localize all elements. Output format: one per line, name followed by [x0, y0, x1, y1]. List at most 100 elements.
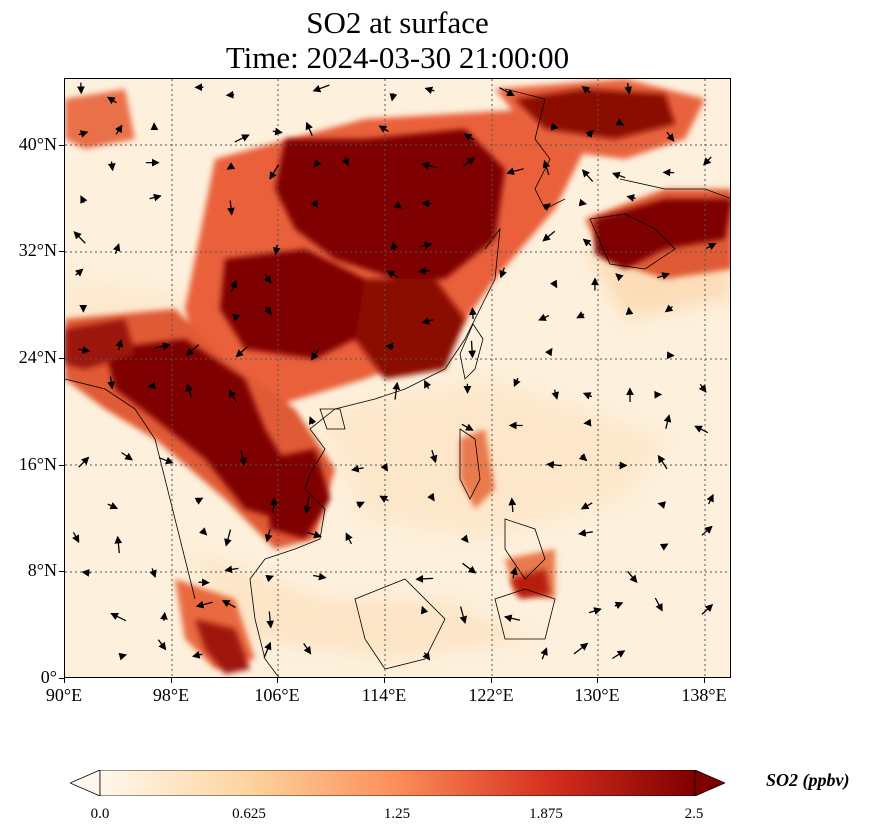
- wind-arrow: [313, 572, 327, 581]
- wind-arrow: [191, 651, 203, 659]
- wind-arrow: [264, 528, 273, 543]
- x-tickmark: [704, 678, 705, 683]
- x-tickmark: [384, 678, 385, 683]
- wind-arrow: [461, 423, 474, 431]
- wind-arrow: [418, 241, 433, 250]
- colorbar-gradient: [99, 770, 696, 796]
- wind-arrow: [266, 611, 275, 629]
- wind-arrow: [540, 647, 548, 660]
- wind-arrow: [415, 574, 434, 583]
- so2-map-panel: [64, 78, 731, 678]
- wind-arrow: [380, 462, 388, 472]
- colorbar-tick-label: 0.625: [232, 806, 266, 822]
- wind-arrow: [225, 90, 235, 99]
- y-tickmark: [59, 678, 64, 679]
- x-tickmark: [277, 678, 278, 683]
- wind-arrow: [306, 530, 322, 539]
- wind-arrow: [107, 376, 116, 390]
- wind-arrow: [110, 612, 127, 622]
- wind-arrow: [198, 578, 210, 587]
- wind-arrow: [654, 597, 663, 612]
- colorbar: [70, 770, 725, 796]
- x-tick-label: 122°E: [468, 685, 514, 705]
- wind-arrow: [263, 641, 272, 658]
- wind-arrow: [121, 451, 133, 461]
- wind-arrow: [582, 238, 592, 247]
- wind-arrow: [341, 156, 350, 167]
- wind-arrow: [78, 456, 90, 468]
- wind-arrow: [310, 199, 318, 208]
- x-tick-label: 114°E: [361, 685, 407, 705]
- wind-arrow: [694, 425, 709, 434]
- y-tick-label: 32°N: [18, 240, 57, 260]
- wind-arrow: [424, 379, 432, 389]
- y-tickmark: [59, 145, 64, 146]
- wind-arrow: [81, 569, 91, 577]
- wind-arrow: [384, 342, 395, 351]
- so2-field-map: [65, 79, 730, 677]
- wind-arrow: [73, 231, 86, 244]
- wind-arrow: [310, 348, 320, 361]
- wind-arrow: [112, 243, 121, 255]
- wind-arrow: [546, 460, 562, 469]
- wind-arrow: [392, 381, 401, 400]
- wind-arrow: [115, 339, 124, 351]
- x-tickmark: [171, 678, 172, 683]
- wind-arrow: [666, 131, 675, 142]
- high-concentration-layer: [65, 89, 730, 674]
- wind-arrow: [544, 347, 553, 357]
- wind-arrow: [386, 270, 399, 279]
- wind-arrow: [345, 532, 353, 545]
- wind-arrow: [160, 611, 168, 621]
- wind-arrow: [625, 306, 634, 316]
- wind-arrow: [581, 169, 594, 182]
- wind-arrow: [185, 383, 194, 398]
- wind-arrow: [421, 161, 438, 170]
- wind-arrow: [75, 268, 84, 277]
- wind-arrow: [265, 574, 275, 583]
- x-tickmark: [64, 678, 65, 683]
- colorbar-tick-label: 1.875: [529, 806, 563, 822]
- wind-arrow: [542, 159, 551, 176]
- wind-arrow: [351, 464, 364, 473]
- wind-arrow: [235, 346, 248, 358]
- wind-arrow: [269, 164, 280, 180]
- wind-arrow: [72, 531, 80, 544]
- wind-arrow: [550, 122, 559, 131]
- wind-arrow: [313, 159, 322, 168]
- wind-arrow: [705, 243, 717, 251]
- wind-arrow: [657, 501, 666, 509]
- wind-arrow: [510, 566, 518, 579]
- wind-arrow: [499, 87, 515, 97]
- wind-arrow: [506, 167, 524, 176]
- wind-arrow: [703, 156, 712, 166]
- wind-arrow: [272, 244, 281, 256]
- wind-arrow: [656, 272, 670, 280]
- wind-arrow: [583, 418, 592, 427]
- wind-arrow: [308, 416, 317, 425]
- wind-arrow: [378, 125, 389, 133]
- x-tick-label: 106°E: [254, 685, 300, 705]
- wind-vectors: [72, 82, 717, 661]
- wind-arrow: [627, 570, 638, 584]
- wind-arrow: [585, 129, 594, 139]
- wind-arrow: [269, 497, 278, 514]
- wind-arrow: [657, 454, 668, 470]
- wind-arrow: [701, 525, 713, 536]
- wind-arrow: [107, 502, 119, 510]
- x-tickmark: [597, 678, 598, 683]
- wind-arrow: [149, 568, 157, 579]
- wind-arrow: [356, 501, 365, 509]
- wind-arrow: [578, 453, 588, 462]
- wind-arrow: [390, 241, 399, 251]
- x-tickmark: [491, 678, 492, 683]
- wind-arrow: [615, 118, 625, 126]
- wind-arrow: [508, 497, 517, 513]
- wind-arrow: [578, 529, 593, 537]
- wind-arrow: [227, 200, 235, 216]
- wind-arrow: [263, 273, 272, 284]
- wind-arrow: [459, 606, 468, 625]
- y-tickmark: [59, 465, 64, 466]
- y-tickmark: [59, 251, 64, 252]
- wind-arrow: [228, 389, 237, 403]
